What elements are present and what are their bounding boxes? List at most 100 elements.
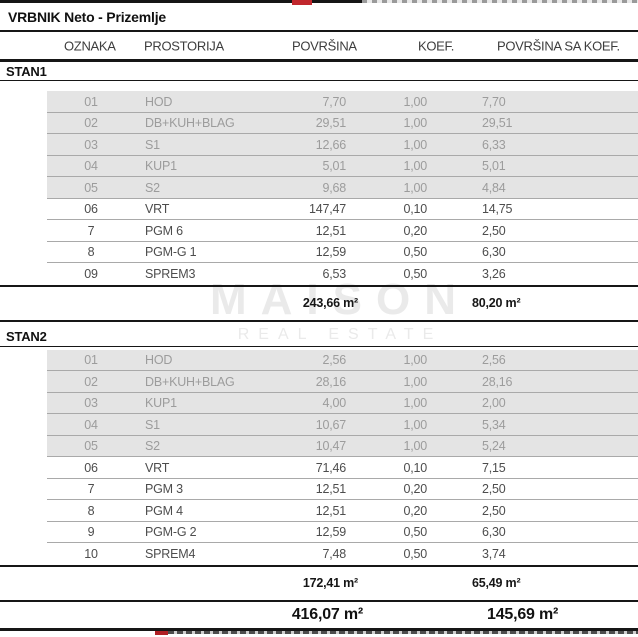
cell-povrsina: 12,66: [315, 137, 346, 152]
section-label-stan2: STAN2: [0, 328, 638, 347]
cell-povrsina-sa-koef: 5,24: [482, 439, 506, 454]
cell-oznaka: 9: [87, 525, 95, 540]
cell-oznaka: 01: [84, 94, 98, 109]
cell-povrsina: 147,47: [308, 202, 346, 217]
cell-prostorija: S2: [145, 439, 160, 454]
table-row: 04 KUP1 5,01 1,00 5,01: [0, 155, 638, 177]
cell-prostorija: S2: [145, 180, 160, 195]
table-row: 10 SPREM4 7,48 0,50 3,74: [0, 543, 638, 565]
cell-oznaka: 06: [84, 460, 98, 475]
cell-oznaka: 05: [84, 180, 98, 195]
cell-povrsina-sa-koef: 5,01: [482, 159, 506, 174]
cell-prostorija: DB+KUH+BLAG: [145, 374, 235, 389]
cell-oznaka: 10: [84, 546, 98, 561]
cell-prostorija: PGM 6: [145, 223, 183, 238]
subtotal-row-stan1: 243,66 m² 80,20 m²: [0, 284, 638, 322]
table-body: STAN1 01 HOD 7,70 1,00 7,70 02 DB+KUH+BLAG 29,51…: [0, 62, 638, 602]
cell-povrsina-sa-koef: 2,50: [482, 503, 506, 518]
cell-oznaka: 04: [84, 417, 98, 432]
table-row: 8 PGM 4 12,51 0,20 2,50: [0, 500, 638, 522]
table-row: 06 VRT 147,47 0,10 14,75: [0, 199, 638, 221]
table-row: 06 VRT 71,46 0,10 7,15: [0, 457, 638, 479]
page-title: VRBNIK Neto - Prizemlje: [8, 9, 166, 25]
cell-prostorija: PGM-G 2: [145, 525, 197, 540]
cell-prostorija: PGM 4: [145, 503, 183, 518]
cell-povrsina-sa-koef: 3,74: [482, 546, 506, 561]
cell-povrsina: 12,51: [315, 482, 346, 497]
subtotal-povrsina-sa-koef: 65,49 m²: [472, 576, 521, 590]
cell-oznaka: 02: [84, 116, 98, 131]
cell-povrsina: 2,56: [322, 353, 346, 368]
table-row: 7 PGM 6 12,51 0,20 2,50: [0, 220, 638, 242]
cell-povrsina: 5,01: [322, 159, 346, 174]
cell-koef: 0,10: [403, 202, 427, 217]
cell-povrsina-sa-koef: 28,16: [482, 374, 513, 389]
top-strip-red-mark: [292, 0, 312, 5]
cell-koef: 1,00: [403, 116, 427, 131]
grand-total-povrsina: 416,07 m²: [291, 605, 363, 623]
cell-povrsina-sa-koef: 2,50: [482, 223, 506, 238]
cell-povrsina-sa-koef: 4,84: [482, 180, 506, 195]
cell-prostorija: DB+KUH+BLAG: [145, 116, 235, 131]
cell-koef: 1,00: [403, 180, 427, 195]
cell-povrsina-sa-koef: 6,30: [482, 525, 506, 540]
cell-povrsina-sa-koef: 7,70: [482, 94, 506, 109]
table-row: 01 HOD 7,70 1,00 7,70: [0, 91, 638, 113]
cell-povrsina-sa-koef: 3,26: [482, 266, 506, 281]
cell-povrsina: 12,59: [315, 525, 346, 540]
table-row: 09 SPREM3 6,53 0,50 3,26: [0, 263, 638, 285]
cell-oznaka: 01: [84, 353, 98, 368]
cell-povrsina-sa-koef: 6,30: [482, 245, 506, 260]
cell-prostorija: PGM-G 1: [145, 245, 197, 260]
cell-prostorija: HOD: [145, 94, 173, 109]
table-row: 8 PGM-G 1 12,59 0,50 6,30: [0, 242, 638, 264]
subtotal-povrsina: 172,41 m²: [302, 576, 358, 590]
cell-povrsina-sa-koef: 2,50: [482, 482, 506, 497]
subtotal-povrsina-sa-koef: 80,20 m²: [472, 296, 521, 310]
cell-povrsina: 10,67: [315, 417, 346, 432]
cell-povrsina: 9,68: [322, 180, 346, 195]
cell-prostorija: VRT: [145, 460, 170, 475]
cell-prostorija: VRT: [145, 202, 170, 217]
cell-prostorija: PGM 3: [145, 482, 183, 497]
cell-povrsina: 7,70: [322, 94, 346, 109]
cell-povrsina-sa-koef: 2,56: [482, 353, 506, 368]
cell-koef: 0,50: [403, 525, 427, 540]
cell-oznaka: 03: [84, 137, 98, 152]
cell-povrsina: 12,59: [315, 245, 346, 260]
table-row: 01 HOD 2,56 1,00 2,56: [0, 349, 638, 371]
top-strip-dashes: [362, 0, 638, 3]
cell-prostorija: SPREM3: [145, 266, 196, 281]
table-row: 05 S2 9,68 1,00 4,84: [0, 177, 638, 199]
grand-total-row: 416,07 m² 145,69 m²: [0, 602, 638, 631]
cell-povrsina-sa-koef: 14,75: [482, 202, 513, 217]
section-label-stan1: STAN1: [0, 62, 638, 81]
grand-total-povrsina-sa-koef: 145,69 m²: [487, 605, 559, 623]
cell-oznaka: 8: [87, 503, 95, 518]
section-gap: [0, 81, 638, 91]
table-row: 03 KUP1 4,00 1,00 2,00: [0, 392, 638, 414]
cell-prostorija: KUP1: [145, 396, 177, 411]
cell-koef: 1,00: [403, 439, 427, 454]
column-header-koef: KOEF.: [418, 38, 455, 53]
cell-koef: 1,00: [403, 374, 427, 389]
cell-koef: 0,50: [403, 546, 427, 561]
table-row: 04 S1 10,67 1,00 5,34: [0, 414, 638, 436]
cell-povrsina: 71,46: [315, 460, 346, 475]
cell-povrsina-sa-koef: 5,34: [482, 417, 506, 432]
cell-povrsina: 12,51: [315, 503, 346, 518]
cell-povrsina-sa-koef: 7,15: [482, 460, 506, 475]
cell-povrsina: 29,51: [315, 116, 346, 131]
column-header-povrsina-sa-koef: POVRŠINA SA KOEF.: [497, 38, 620, 53]
cell-koef: 0,20: [403, 482, 427, 497]
cell-koef: 0,20: [403, 503, 427, 518]
cell-oznaka: 02: [84, 374, 98, 389]
cell-oznaka: 04: [84, 159, 98, 174]
cell-koef: 1,00: [403, 159, 427, 174]
top-strip-bar: [0, 0, 362, 3]
cell-oznaka: 7: [87, 482, 95, 497]
cell-povrsina: 12,51: [315, 223, 346, 238]
cell-povrsina: 28,16: [315, 374, 346, 389]
table-row: 7 PGM 3 12,51 0,20 2,50: [0, 479, 638, 501]
